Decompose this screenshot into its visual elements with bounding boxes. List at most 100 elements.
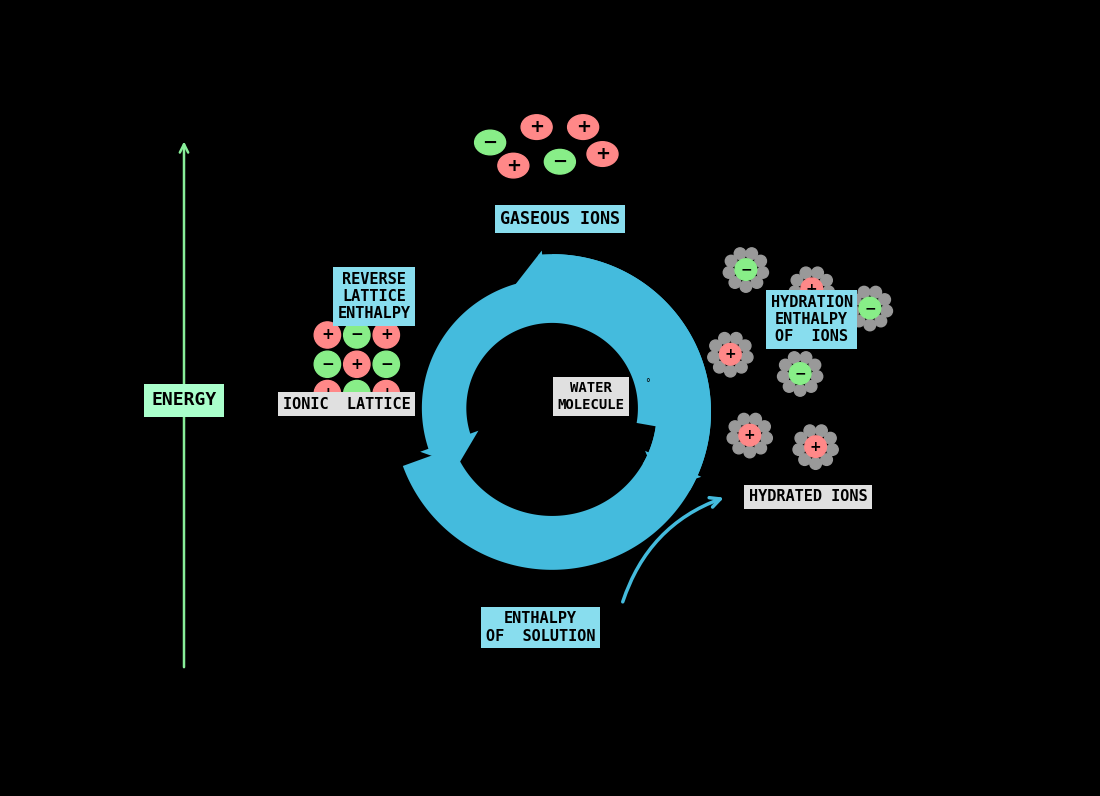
Text: +: + [810,439,822,454]
Text: −: − [351,386,363,401]
Text: +: + [506,157,521,174]
Circle shape [778,371,789,382]
Circle shape [791,275,803,286]
Circle shape [825,432,836,444]
Circle shape [821,454,833,466]
Circle shape [729,277,740,288]
Circle shape [718,333,730,344]
Circle shape [725,256,737,267]
Polygon shape [421,279,682,452]
Circle shape [805,436,826,458]
Circle shape [865,319,876,331]
Text: ENERGY: ENERGY [152,392,217,409]
Text: −: − [379,357,393,372]
Text: +: + [379,327,393,342]
Circle shape [805,380,817,392]
Circle shape [315,351,341,377]
Text: −: − [794,366,806,380]
Circle shape [373,380,399,407]
Text: +: + [351,357,363,372]
Text: −: − [351,327,363,342]
Ellipse shape [544,150,575,174]
Text: +: + [379,386,393,401]
Text: ENTHALPY
OF  SOLUTION: ENTHALPY OF SOLUTION [486,611,595,644]
Text: −: − [865,301,876,315]
Circle shape [759,421,770,432]
Text: GASEOUS IONS: GASEOUS IONS [499,210,620,228]
Polygon shape [420,431,478,465]
Circle shape [815,425,827,436]
Text: +: + [806,282,817,296]
Circle shape [730,333,743,344]
Circle shape [854,315,865,327]
Circle shape [823,286,835,298]
Circle shape [789,352,800,363]
Text: +: + [595,145,610,163]
Circle shape [799,454,811,466]
Circle shape [794,384,806,396]
Circle shape [812,267,824,279]
Circle shape [821,275,833,286]
Text: REVERSE
LATTICE
ENTHALPY: REVERSE LATTICE ENTHALPY [338,271,410,322]
Polygon shape [403,254,711,570]
Circle shape [741,351,754,363]
Circle shape [373,322,399,348]
Circle shape [810,359,821,371]
Circle shape [859,297,881,319]
Circle shape [826,444,838,455]
Text: +: + [529,118,544,136]
Circle shape [881,305,892,317]
Circle shape [811,371,823,382]
Circle shape [315,322,341,348]
Circle shape [373,351,399,377]
Circle shape [740,281,751,292]
Circle shape [800,352,812,363]
Circle shape [789,286,801,298]
Circle shape [858,287,870,298]
Circle shape [783,380,795,392]
Circle shape [804,425,815,436]
Circle shape [780,359,791,371]
Polygon shape [516,251,547,312]
Text: +: + [575,118,591,136]
Circle shape [810,458,822,470]
Circle shape [315,380,341,407]
Circle shape [751,277,762,288]
Circle shape [729,421,740,432]
Circle shape [714,361,725,373]
Text: WATER
MOLECULE: WATER MOLECULE [558,381,625,412]
Circle shape [724,267,735,279]
Circle shape [755,256,767,267]
Circle shape [343,322,370,348]
Ellipse shape [521,115,552,139]
Ellipse shape [474,131,506,154]
Text: +: + [744,428,756,442]
Circle shape [801,278,823,299]
Circle shape [795,432,806,444]
Circle shape [739,340,751,352]
Circle shape [806,300,817,311]
Circle shape [757,267,769,279]
Circle shape [733,443,745,454]
Ellipse shape [568,115,598,139]
Circle shape [800,267,812,279]
Circle shape [727,432,739,444]
Circle shape [707,351,719,363]
Circle shape [870,287,881,298]
Circle shape [735,259,757,280]
Text: −: − [321,357,333,372]
Circle shape [734,248,746,259]
Circle shape [710,340,722,352]
Text: −: − [740,263,751,276]
Ellipse shape [587,142,618,166]
Circle shape [795,296,806,307]
Circle shape [793,444,804,455]
Text: IONIC  LATTICE: IONIC LATTICE [283,396,410,412]
Ellipse shape [498,154,529,178]
Circle shape [746,248,758,259]
Text: +: + [725,347,736,361]
Circle shape [750,413,761,425]
Circle shape [879,294,891,306]
Circle shape [343,351,370,377]
Circle shape [817,296,828,307]
